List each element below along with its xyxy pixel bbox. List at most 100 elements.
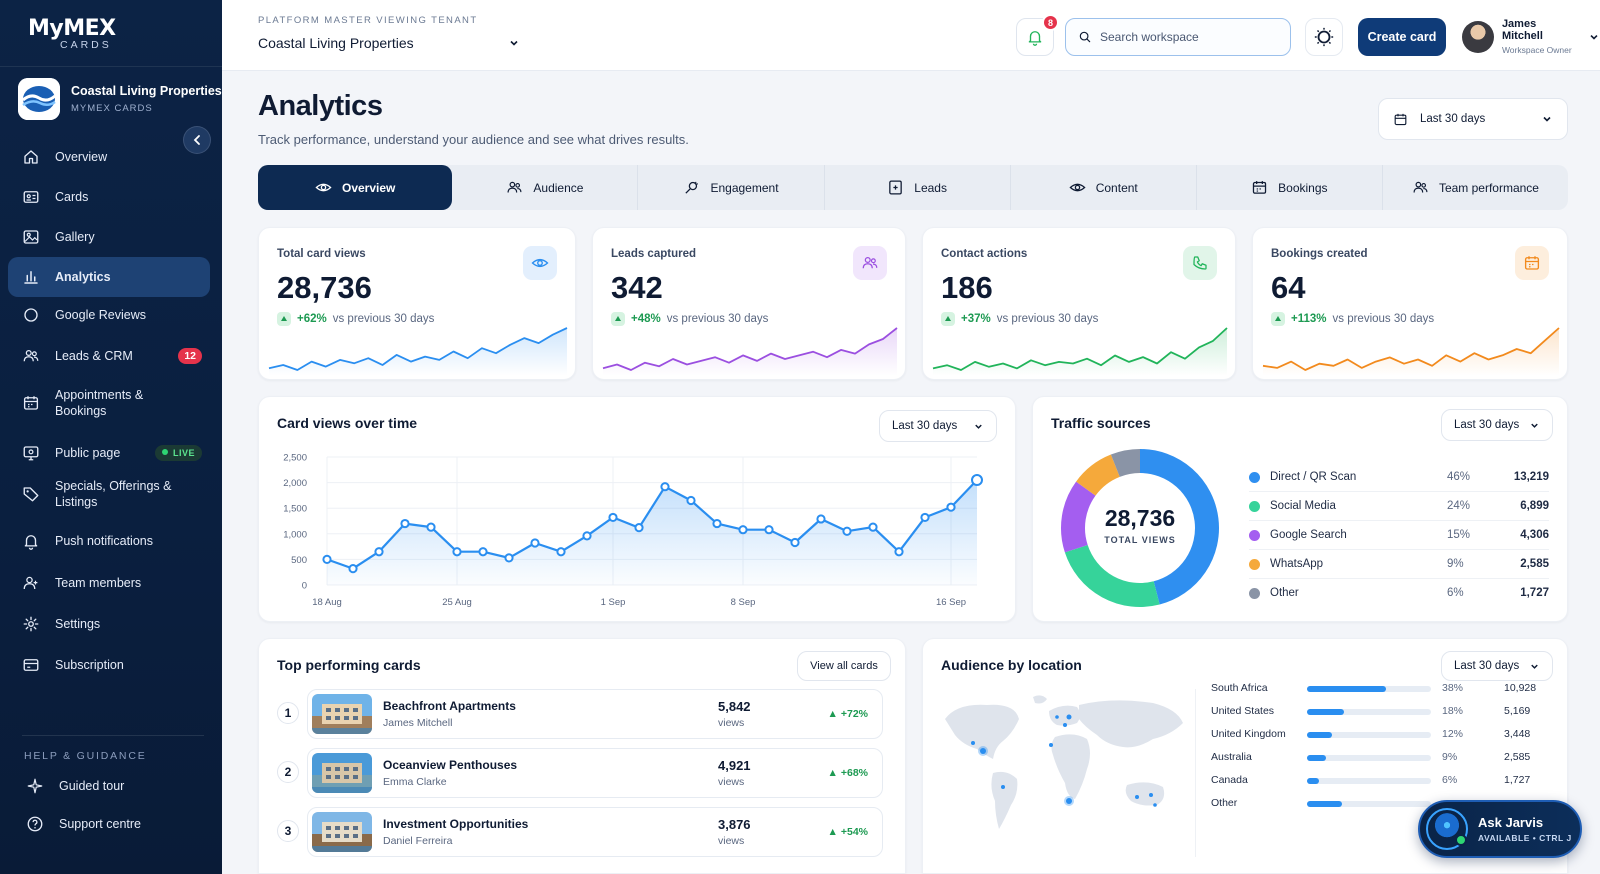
data-point[interactable] (712, 518, 722, 529)
sidebar-item-google-reviews[interactable]: Google Reviews (8, 301, 210, 329)
sidebar-item-settings[interactable]: Settings (8, 610, 210, 638)
data-point[interactable] (504, 553, 514, 563)
donut-slice[interactable] (1064, 544, 1160, 607)
kpi-comparison: vs previous 30 days (666, 313, 769, 325)
data-point[interactable] (478, 547, 488, 557)
legend-item[interactable]: Other 6% 1,727 (1249, 585, 1549, 603)
sidebar-item-team-members[interactable]: Team members (8, 569, 210, 597)
view-all-cards-button[interactable]: View all cards (797, 651, 891, 681)
location-bar-fill (1307, 709, 1345, 715)
donut-slice[interactable] (1139, 449, 1219, 605)
data-point[interactable] (816, 514, 826, 524)
tab-content[interactable]: Content (1011, 165, 1197, 210)
tab-bookings[interactable]: Bookings (1197, 165, 1383, 210)
sidebar-item-specials-offerings[interactable]: Specials, Offerings & Listings (8, 472, 210, 516)
tenant-select[interactable]: PLATFORM MASTER VIEWING TENANT Coastal L… (258, 15, 520, 51)
kpi-sparkline (1262, 327, 1560, 376)
data-point[interactable] (946, 502, 956, 512)
location-name: United States (1211, 705, 1275, 717)
donut-slice[interactable] (1076, 454, 1121, 497)
search-input[interactable] (1100, 30, 1270, 44)
legend-item[interactable]: Direct / QR Scan 46% 13,219 (1249, 469, 1549, 487)
donut-slice[interactable] (1110, 449, 1141, 478)
search-box[interactable] (1065, 18, 1291, 56)
notifications-button[interactable]: 8 (1016, 14, 1059, 56)
kpi-card-total-card-views[interactable]: Total card views 28,736 +62% vs previous 30… (258, 227, 576, 380)
location-percent: 18% (1442, 705, 1464, 717)
card-owner: Daniel Ferreira (383, 835, 453, 847)
kpi-card-contact-actions[interactable]: Contact actions 186 +37% vs previous 30 day… (922, 227, 1236, 380)
tab-leads[interactable]: Leads (825, 165, 1011, 210)
tab-audience[interactable]: Audience (452, 165, 639, 210)
ask-jarvis-button[interactable]: Ask Jarvis AVAILABLE • CTRL J (1418, 800, 1582, 858)
sidebar-item-subscription[interactable]: Subscription (8, 651, 210, 679)
audience-range-select[interactable]: Last 30 days (1441, 651, 1553, 681)
sidebar-item-cards[interactable]: Cards (8, 183, 210, 211)
tab-engagement[interactable]: Engagement (638, 165, 825, 210)
data-point[interactable] (322, 554, 332, 564)
legend-item[interactable]: Social Media 24% 6,899 (1249, 498, 1549, 516)
tenant-select-label: PLATFORM MASTER VIEWING TENANT (258, 15, 478, 26)
legend-swatch (1249, 472, 1260, 483)
date-range-select[interactable]: Last 30 days (1378, 98, 1568, 140)
data-point[interactable] (660, 482, 670, 492)
tenant-switcher[interactable]: Coastal Living Properties MYMEX CARDS (18, 78, 222, 120)
data-point[interactable] (426, 522, 436, 532)
legend-item[interactable]: Google Search 15% 4,306 (1249, 527, 1549, 545)
data-point[interactable] (920, 512, 930, 523)
location-bar (1307, 686, 1431, 692)
kpi-sparkline (932, 327, 1228, 376)
page-title: Analytics (258, 90, 383, 122)
data-point[interactable] (452, 547, 462, 557)
user-menu[interactable]: James Mitchell Workspace Owner (1462, 18, 1600, 55)
kpi-card-bookings-created[interactable]: Bookings created 64 +113% vs previous 30 da… (1252, 227, 1568, 380)
sidebar-item-push-notifications[interactable]: Push notifications (8, 527, 210, 555)
data-point[interactable] (971, 474, 983, 487)
table-row[interactable]: 1 Beachfront Apartments James Mitchell 5,84… (277, 689, 883, 739)
data-point[interactable] (608, 512, 618, 523)
top-cards-panel: Top performing cards View all cards 1 Bea… (258, 638, 906, 874)
data-point[interactable] (686, 495, 696, 506)
card-name: Investment Opportunities (383, 817, 529, 831)
help-item-guided-tour[interactable]: Guided tour (22, 772, 202, 800)
kpi-card-leads-captured[interactable]: Leads captured 342 +48% vs previous 30 days (592, 227, 906, 380)
tab-team-performance[interactable]: Team performance (1383, 165, 1568, 210)
donut-slice[interactable] (1061, 481, 1096, 553)
table-row[interactable]: 2 Oceanview Penthouses Emma Clarke 4,921 vie… (277, 748, 883, 798)
jarvis-title: Ask Jarvis (1478, 815, 1544, 830)
data-point[interactable] (894, 547, 904, 557)
legend-item[interactable]: WhatsApp 9% 2,585 (1249, 556, 1549, 574)
traffic-range-select[interactable]: Last 30 days (1441, 409, 1553, 441)
data-point[interactable] (556, 547, 566, 557)
sidebar-item-gallery[interactable]: Gallery (8, 223, 210, 251)
data-point[interactable] (348, 564, 358, 574)
help-item-support-centre[interactable]: Support centre (22, 810, 202, 838)
data-point[interactable] (400, 518, 410, 529)
data-point[interactable] (790, 537, 800, 548)
data-point[interactable] (634, 523, 644, 533)
theme-toggle-button[interactable] (1305, 18, 1343, 56)
data-point[interactable] (530, 538, 540, 548)
collapse-sidebar-button[interactable] (183, 126, 211, 154)
sidebar-item-analytics[interactable]: Analytics (8, 257, 210, 297)
data-point[interactable] (738, 525, 748, 535)
user-name: James Mitchell (1501, 18, 1543, 42)
gear-icon (23, 616, 39, 632)
sparkle-icon (27, 778, 43, 794)
sidebar-item-public-page[interactable]: Public page LIVE (8, 439, 210, 467)
sidebar-item-overview[interactable]: Overview (8, 143, 210, 171)
tenant-name: Coastal Living Properties (71, 84, 222, 98)
data-point[interactable] (764, 525, 774, 535)
create-card-button[interactable]: Create card (1358, 18, 1446, 56)
data-point[interactable] (842, 526, 852, 536)
sidebar-item-appointments[interactable]: Appointments & Bookings (8, 381, 210, 425)
data-point[interactable] (868, 522, 878, 532)
data-point[interactable] (374, 547, 384, 557)
data-point[interactable] (582, 531, 592, 541)
tab-overview[interactable]: Overview (258, 165, 453, 210)
table-row[interactable]: 3 Investment Opportunities Daniel Ferreira… (277, 807, 883, 857)
brand-logo[interactable]: MyMEX CARDS (28, 16, 116, 51)
card-views-range-select[interactable]: Last 30 days (879, 410, 997, 442)
sidebar-item-leads-crm[interactable]: Leads & CRM 12 (8, 342, 210, 370)
chevron-down-icon (1531, 664, 1538, 669)
